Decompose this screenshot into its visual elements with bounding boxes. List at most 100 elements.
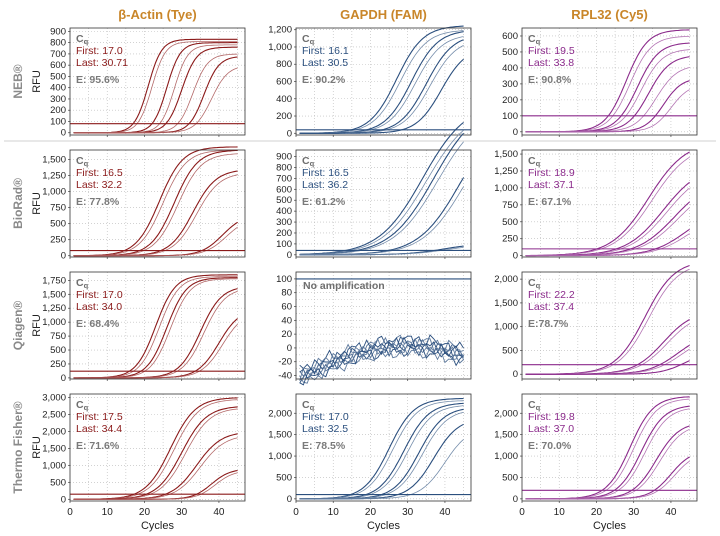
cq-last-value: Last: 30.5 <box>302 57 348 69</box>
cq-label: Cq <box>302 33 315 46</box>
amplification-curve <box>73 323 238 379</box>
x-tick-label: 10 <box>554 507 566 518</box>
cq-last-value: Last: 34.4 <box>76 423 122 435</box>
y-tick-label: 500 <box>50 71 66 82</box>
plot-frame <box>295 393 472 502</box>
x-axis-label-1: Cycles <box>367 520 401 532</box>
plot-area <box>522 272 697 379</box>
x-tick-label: 40 <box>665 507 677 518</box>
y-tick-label: 60 <box>281 302 292 313</box>
y-tick-label: -20 <box>278 357 292 368</box>
row-label-0: NEB® <box>11 64 25 98</box>
y-tick-label: 1,000 <box>494 322 518 333</box>
y-tick-label: 750 <box>50 203 66 214</box>
y-tick-label: 40 <box>281 315 292 326</box>
column-title-0: β-Actin (Tye) <box>118 7 196 22</box>
curves <box>73 146 238 257</box>
curves <box>73 38 238 134</box>
curves <box>525 264 690 375</box>
row-label-1: BioRad® <box>11 178 25 229</box>
y-tick-label: 400 <box>50 83 66 94</box>
amplification-curve <box>299 334 464 375</box>
y-tick-label: 0 <box>513 251 518 262</box>
y-tick-label: 500 <box>50 219 66 230</box>
cq-last-value: Last: 32.5 <box>302 423 348 435</box>
curves <box>73 274 238 379</box>
y-tick-label: 250 <box>50 235 66 246</box>
plot-area <box>70 28 245 135</box>
cq-label: Cq <box>76 277 89 290</box>
panel-r2-c1: -40 -20 0 20 40 60 80 100 No amplification <box>276 271 472 386</box>
y-tick-label: 1,500 <box>494 149 518 160</box>
x-tick-label: 0 <box>67 507 73 518</box>
y-tick-label: 100 <box>276 274 292 285</box>
amplification-curve <box>73 226 238 257</box>
y-tick-label: 1,000 <box>268 451 292 462</box>
efficiency-value: E: 71.6% <box>76 440 120 452</box>
y-tick-label: 0 <box>513 369 518 380</box>
cq-last-value: Last: 37.0 <box>528 423 574 435</box>
y-tick-label: 200 <box>276 228 292 239</box>
amplification-curve <box>299 246 464 256</box>
x-tick-label: 20 <box>139 507 151 518</box>
efficiency-value: E: 78.5% <box>302 440 346 452</box>
y-tick-label: 500 <box>502 47 518 58</box>
amplification-curve <box>525 460 690 500</box>
x-tick-label: 0 <box>519 507 525 518</box>
y-tick-label: 100 <box>502 111 518 122</box>
efficiency-value: E:78.7% <box>528 318 569 330</box>
amplification-curve <box>299 336 464 379</box>
column-title-1: GAPDH (FAM) <box>340 7 427 22</box>
plot-frame <box>295 271 472 380</box>
amplification-curve <box>73 472 238 500</box>
y-tick-label: 800 <box>276 59 292 70</box>
y-tick-label: 600 <box>276 184 292 195</box>
x-tick-label: 40 <box>439 507 451 518</box>
plot-frame <box>69 393 246 502</box>
y-tick-label: 0 <box>61 251 66 262</box>
curves <box>525 29 690 133</box>
cq-first-value: First: 19.5 <box>528 45 575 57</box>
y-axis-label-2: RFU <box>31 314 43 337</box>
y-tick-label: 500 <box>50 345 66 356</box>
y-tick-label: 0 <box>61 373 66 384</box>
cq-last-value: Last: 30.71 <box>76 57 128 69</box>
y-tick-label: 1,250 <box>42 171 66 182</box>
cq-first-value: First: 16.1 <box>302 45 349 57</box>
y-tick-label: 500 <box>502 345 518 356</box>
amplification-curve <box>73 67 238 134</box>
amplification-curve <box>525 89 690 133</box>
y-tick-label: 2,000 <box>494 408 518 419</box>
cq-label: Cq <box>76 399 89 412</box>
cq-first-value: First: 17.0 <box>76 45 123 57</box>
x-tick-label: 30 <box>402 507 414 518</box>
plot-frame <box>295 27 472 136</box>
y-tick-label: 100 <box>50 116 66 127</box>
cq-first-value: First: 17.5 <box>76 411 123 423</box>
cq-last-value: Last: 37.4 <box>528 301 574 313</box>
y-tick-label: 300 <box>276 217 292 228</box>
x-tick-label: 20 <box>365 507 377 518</box>
y-tick-label: 750 <box>50 331 66 342</box>
y-tick-label: 200 <box>502 95 518 106</box>
y-tick-label: 1,000 <box>42 187 66 198</box>
y-tick-label: 1,500 <box>494 430 518 441</box>
y-tick-label: 2,000 <box>268 408 292 419</box>
curves <box>525 151 690 257</box>
y-tick-label: 250 <box>50 359 66 370</box>
y-tick-label: 400 <box>276 206 292 217</box>
y-tick-label: 400 <box>276 94 292 105</box>
plot-frame <box>69 149 246 258</box>
cq-label: Cq <box>528 399 541 412</box>
y-tick-label: 1,750 <box>42 275 66 286</box>
y-tick-label: 250 <box>502 234 518 245</box>
x-tick-label: 10 <box>328 507 340 518</box>
y-tick-label: 900 <box>276 152 292 163</box>
curves <box>525 396 690 500</box>
panel-r3-c0: 0 500 1,000 1,500 2,000 2,500 3,000 0 10 20 30 40 Cq… <box>42 392 246 518</box>
plot-area <box>522 150 697 257</box>
cq-last-value: Last: 33.8 <box>528 57 574 69</box>
